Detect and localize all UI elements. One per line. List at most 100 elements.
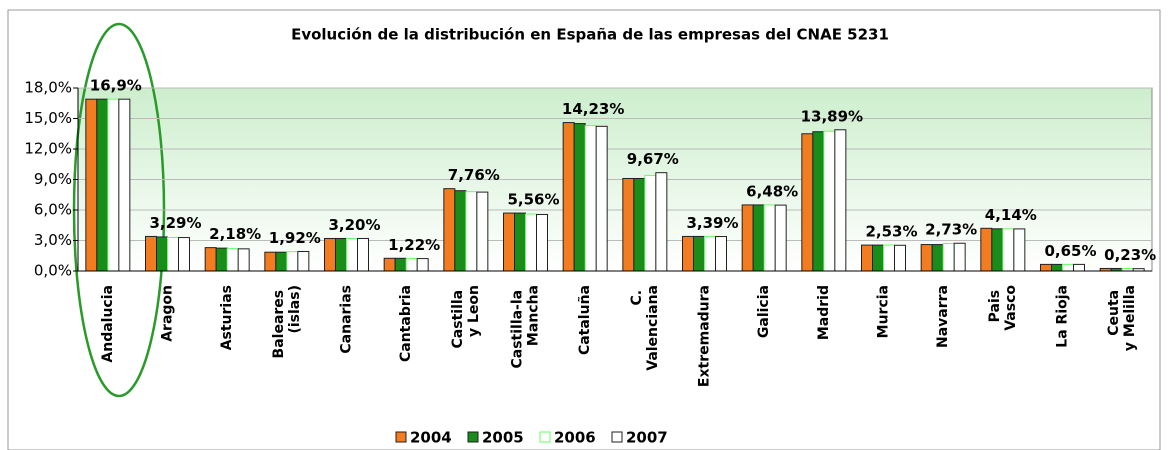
bar — [801, 133, 814, 272]
y-tick-label: 0,0% — [34, 262, 72, 280]
legend-label: 2006 — [554, 429, 596, 447]
legend-swatch — [539, 431, 551, 443]
data-label: 7,76% — [448, 166, 500, 184]
bar — [704, 235, 716, 272]
data-label: 9,67% — [627, 150, 679, 168]
bar — [405, 258, 418, 272]
bar — [1073, 263, 1085, 272]
y-tick-label: 3,0% — [34, 231, 72, 249]
bar — [346, 237, 358, 272]
x-tick-label: La Rioja — [1055, 285, 1071, 348]
bar — [953, 242, 966, 272]
bar — [275, 251, 288, 272]
bar — [118, 98, 131, 272]
bar — [514, 212, 526, 272]
bar — [503, 212, 515, 272]
data-label: 1,92% — [269, 229, 321, 247]
bar — [693, 235, 705, 272]
bar — [622, 177, 635, 272]
bar — [96, 98, 109, 272]
legend-swatch — [395, 431, 407, 443]
bar — [324, 237, 336, 272]
legend-swatch — [467, 431, 479, 443]
x-tick-label: Cantabria — [398, 285, 414, 362]
x-tick-label: Navarra — [935, 285, 951, 348]
bar — [682, 235, 694, 272]
y-tick-label: 12,0% — [24, 140, 72, 158]
bar — [226, 248, 239, 272]
data-label: 14,23% — [562, 100, 624, 118]
bar — [931, 244, 944, 272]
bar — [167, 236, 179, 272]
bar — [383, 257, 396, 272]
bar — [872, 244, 884, 272]
bar — [264, 251, 277, 272]
bar — [894, 244, 906, 272]
bar — [1013, 228, 1026, 272]
bar — [655, 172, 668, 272]
bar — [763, 204, 776, 272]
y-tick-label: 6,0% — [34, 201, 72, 219]
bar — [1002, 228, 1015, 272]
data-label: 0,65% — [1044, 242, 1096, 260]
x-tick-label: C. Valenciana — [629, 285, 661, 371]
bar — [178, 237, 190, 272]
bar — [595, 125, 608, 272]
bar — [145, 235, 157, 272]
x-tick-label: Castilla-la Mancha — [510, 285, 542, 369]
bar — [584, 125, 597, 272]
bar — [156, 236, 168, 272]
legend-label: 2005 — [482, 429, 524, 447]
x-tick-label: Madrid — [816, 285, 832, 340]
bar — [920, 244, 933, 272]
data-label: 16,9% — [90, 77, 142, 95]
y-tick-label: 15,0% — [24, 109, 72, 127]
x-tick-label: Aragon — [160, 285, 176, 342]
bar — [335, 237, 347, 272]
bar — [644, 174, 657, 272]
bar — [883, 244, 895, 272]
bar — [812, 131, 825, 272]
bar — [1062, 263, 1074, 272]
bar — [85, 98, 98, 272]
data-label: 3,39% — [686, 214, 738, 232]
bar — [536, 213, 548, 272]
legend-label: 2007 — [626, 429, 668, 447]
bar — [215, 247, 228, 272]
bar — [286, 251, 299, 272]
data-label: 0,23% — [1104, 246, 1156, 264]
bar — [454, 190, 467, 272]
data-label: 3,29% — [149, 214, 201, 232]
bar — [476, 191, 489, 272]
bar — [633, 177, 646, 272]
bar — [237, 248, 250, 272]
bar — [980, 227, 993, 272]
chart-title: Evolución de la distribución en España d… — [291, 26, 889, 44]
x-tick-label: Castilla y Leon — [450, 285, 482, 348]
bar — [715, 236, 727, 272]
bar — [991, 228, 1004, 272]
y-tick-label: 9,0% — [34, 170, 72, 188]
data-label: 2,53% — [865, 223, 917, 241]
x-tick-label: Galicia — [756, 285, 772, 338]
bar — [823, 130, 836, 272]
bar — [573, 123, 586, 272]
x-tick-label: Pais Vasco — [987, 285, 1019, 331]
bar — [443, 188, 456, 272]
bar — [774, 204, 787, 272]
bar — [204, 247, 217, 272]
bar — [562, 122, 575, 272]
x-tick-label: Extremadura — [697, 285, 713, 387]
data-label: 6,48% — [746, 182, 798, 200]
x-tick-label: Ceuta y Melilla — [1106, 285, 1138, 351]
x-tick-label: Andalucia — [100, 285, 116, 363]
data-label: 2,18% — [209, 225, 261, 243]
bar — [741, 204, 754, 272]
bar — [752, 204, 765, 272]
data-label: 13,89% — [801, 107, 863, 125]
bar — [861, 244, 873, 272]
data-label: 4,14% — [985, 206, 1037, 224]
bar — [357, 237, 369, 272]
data-label: 3,20% — [328, 216, 380, 234]
